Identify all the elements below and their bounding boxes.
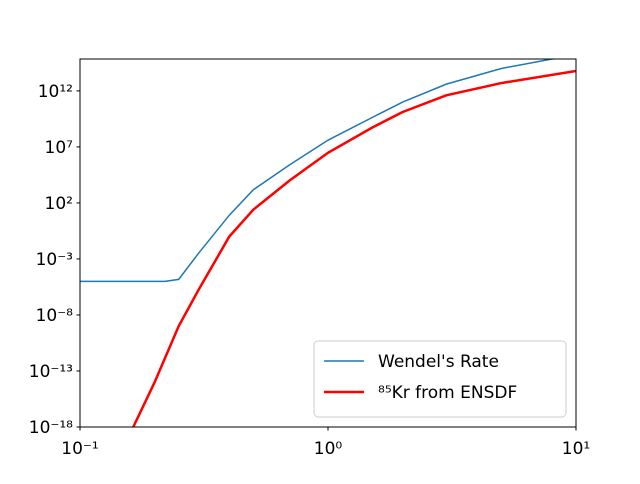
legend-box [313,340,567,418]
y-tick-label: 10⁻¹³ [29,362,73,382]
series-line [80,59,563,283]
legend-label: ⁸⁵Kr from ENSDF [378,383,517,403]
x-tick-label: 10⁰ [314,439,343,459]
x-tick-label: 10¹ [562,439,590,459]
plot-area [80,59,576,427]
y-tick-label: 10¹² [38,82,73,102]
series-line [132,69,576,427]
y-tick-label: 10⁻⁸ [36,306,74,326]
legend-label: Wendel's Rate [378,352,499,372]
y-tick-label: 10⁷ [45,138,74,158]
y-tick-label: 10⁻³ [36,250,73,270]
y-tick-label: 10² [45,194,73,214]
y-tick-label: 10⁻¹⁸ [29,418,73,438]
x-tick-label: 10⁻¹ [61,439,98,459]
